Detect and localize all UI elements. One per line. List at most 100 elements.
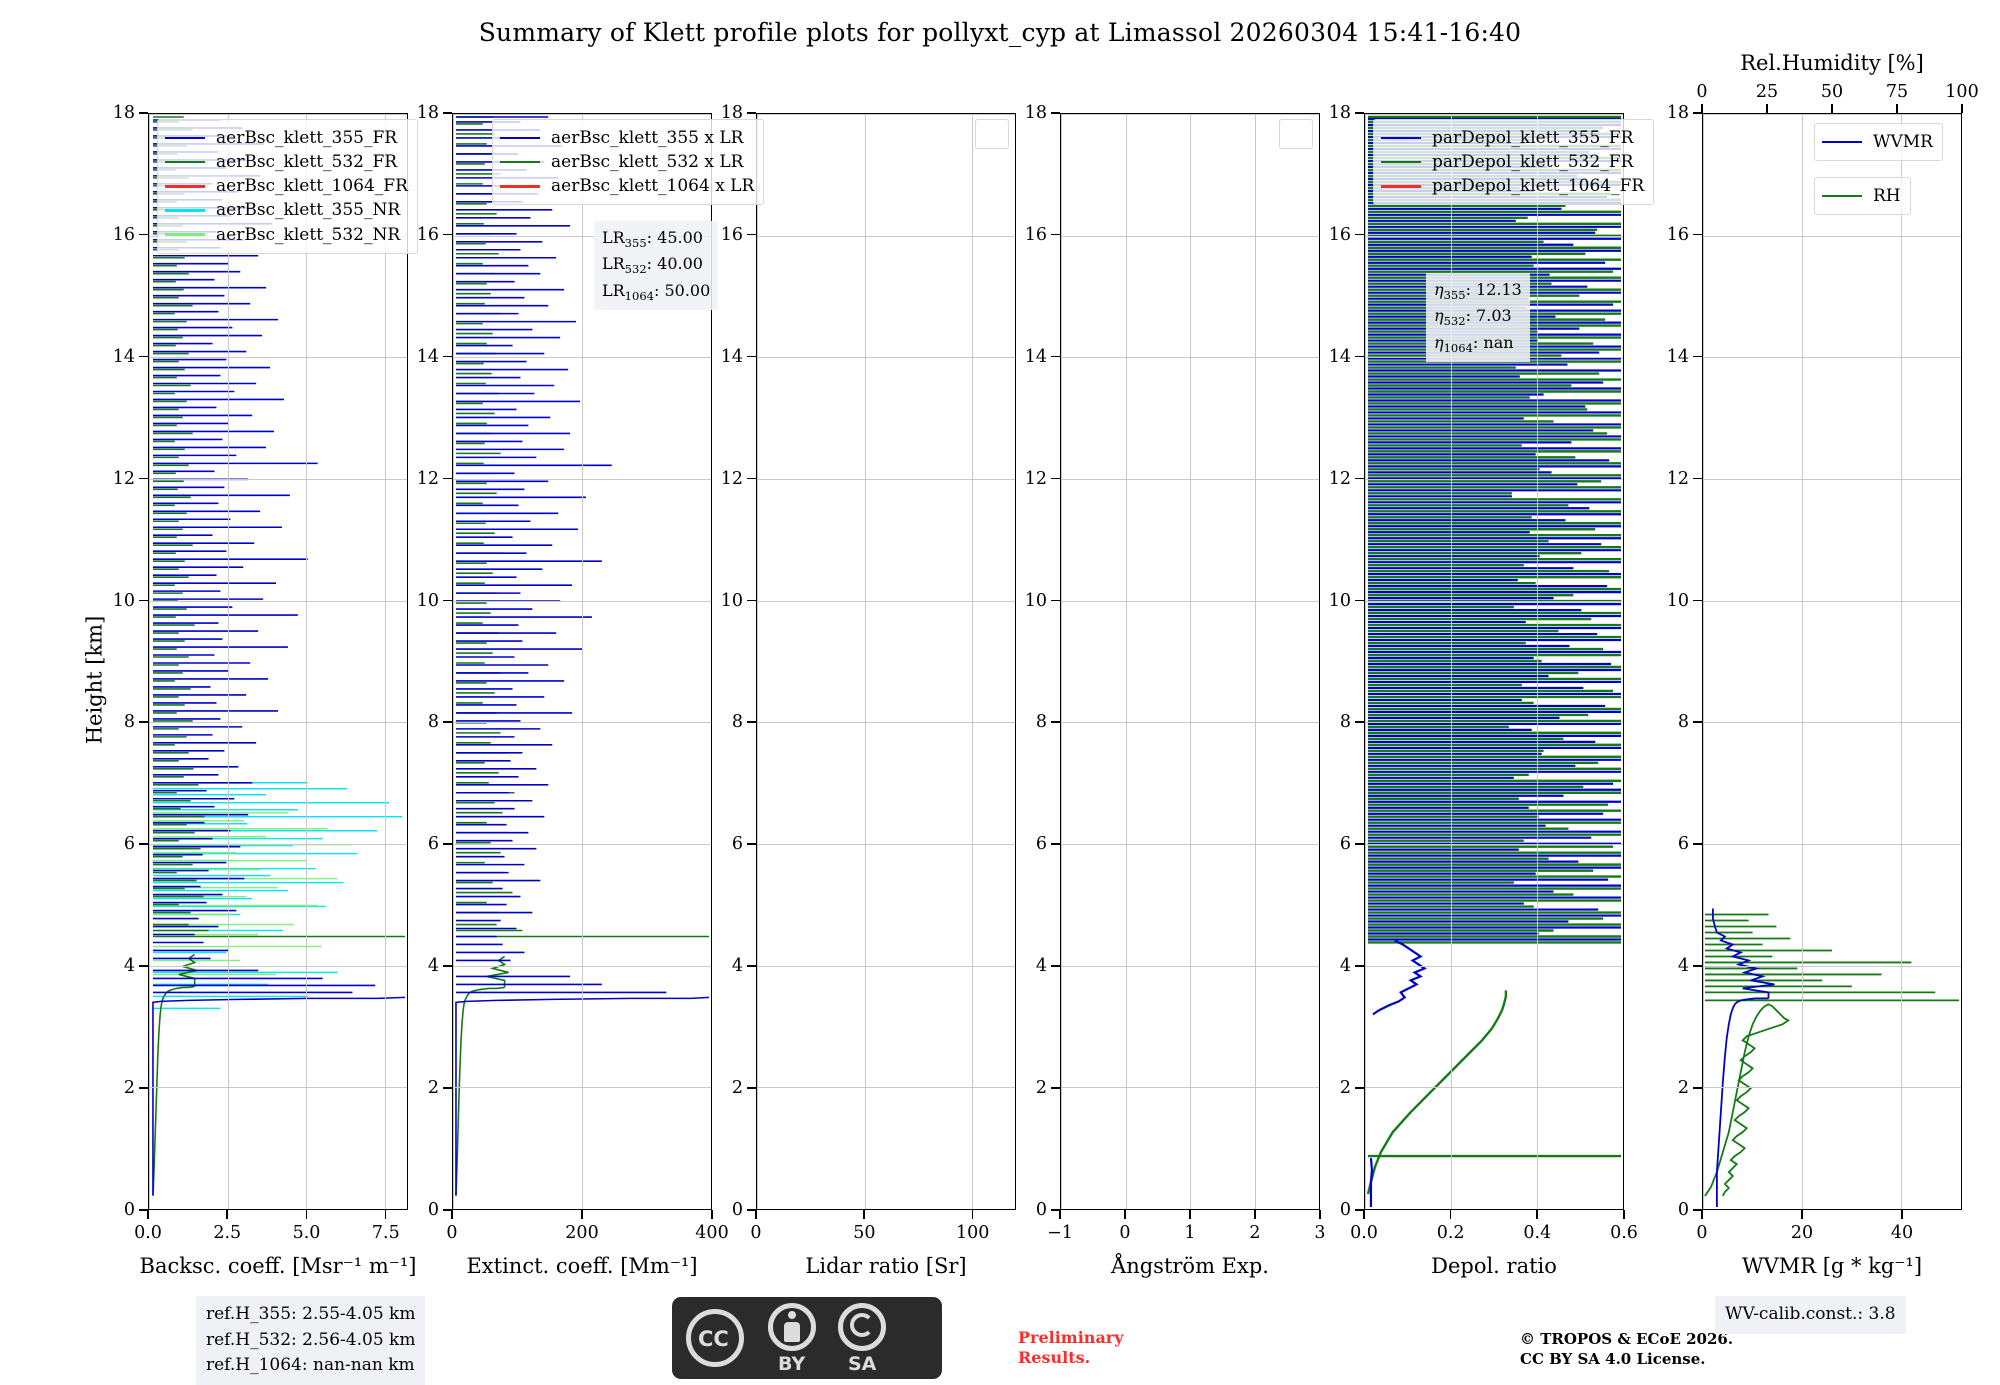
legend-color-swatch [500, 136, 540, 140]
sa-label: SA [848, 1353, 877, 1375]
legend-entry[interactable]: aerBsc_klett_1064_FR [165, 174, 408, 198]
gridline-vertical [1703, 114, 1704, 1209]
legend-label: RH [1873, 186, 1901, 206]
x-tick-mark [755, 1210, 757, 1219]
backscatter-traces [152, 116, 406, 1197]
legend-label: WVMR [1873, 132, 1933, 152]
cc-license-badge[interactable]: CC BY SA [672, 1297, 942, 1379]
legend-entry[interactable]: parDepol_klett_1064_FR [1381, 174, 1644, 198]
panel-wvmr: WVMR RH WVMR [g * kg⁻¹] Rel.Humidity [%]… [1667, 51, 1979, 1278]
gridline-horizontal [1365, 479, 1623, 480]
gridline-horizontal [1365, 600, 1623, 602]
top-x-tick-mark [1766, 104, 1768, 113]
y-tick-label: 4 [1035, 956, 1047, 977]
x-tick-label: 0 [1119, 1223, 1131, 1243]
gridline-vertical [757, 114, 758, 1209]
y-tick-mark [1355, 599, 1364, 602]
legend-angstrom[interactable] [1279, 119, 1313, 149]
x-axis-label-wvmr: WVMR [g * kg⁻¹] [1741, 1254, 1923, 1278]
x-tick-label: 100 [955, 1223, 990, 1243]
by-person-glyph [788, 1311, 796, 1319]
y-tick-mark [1051, 112, 1060, 114]
y-tick-label: 6 [1035, 834, 1047, 855]
y-tick-mark [139, 965, 148, 967]
y-tick-label: 8 [427, 712, 439, 733]
legend-color-swatch [165, 136, 205, 140]
legend-entry[interactable]: RH [1822, 184, 1901, 208]
gridline-horizontal [149, 965, 407, 967]
legend-entry[interactable]: WVMR [1822, 130, 1933, 154]
plot-area-extinction [452, 113, 712, 1210]
y-tick-mark [1693, 355, 1702, 358]
y-tick-mark [1693, 843, 1702, 845]
legend-backscatter[interactable]: aerBsc_klett_355_FR aerBsc_klett_532_FR ae… [157, 119, 418, 254]
y-tick-mark [1051, 1087, 1060, 1089]
y-tick-label: 14 [720, 346, 743, 367]
y-tick-label: 14 [1666, 346, 1689, 367]
y-tick-mark [1355, 721, 1364, 724]
legend-rh[interactable]: RH [1814, 177, 1911, 216]
gridline-horizontal [149, 1087, 407, 1089]
y-tick-label: 10 [1024, 590, 1047, 611]
by-person-body [784, 1322, 800, 1342]
y-tick-mark [139, 355, 148, 358]
legend-entry[interactable]: aerBsc_klett_355_NR [165, 198, 408, 222]
legend-lidar-ratio[interactable] [975, 119, 1009, 149]
x-tick-label: 400 [695, 1223, 729, 1243]
x-tick-mark [711, 1210, 713, 1219]
y-tick-mark [747, 843, 756, 845]
gridline-horizontal [1365, 1087, 1623, 1089]
y-tick-mark [747, 355, 756, 358]
y-tick-label: 0 [1035, 1200, 1047, 1220]
wvmr-traces [1704, 908, 1960, 1208]
gridline-horizontal [757, 114, 1015, 115]
x-tick-label: 0.0 [1350, 1223, 1378, 1243]
x-tick-label: 0 [446, 1223, 458, 1243]
eta-values-box: η355: 12.13 η532: 7.03 η1064: nan [1426, 273, 1530, 363]
y-tick-label: 8 [123, 712, 135, 733]
legend-entry[interactable]: aerBsc_klett_532 x LR [500, 150, 754, 174]
gridline-horizontal [757, 1209, 1015, 1210]
y-tick-label: 0 [427, 1200, 439, 1220]
y-tick-mark [1355, 965, 1364, 967]
y-tick-label: 4 [123, 956, 135, 977]
x-tick-mark [384, 1210, 387, 1219]
panel-extinction: aerBsc_klett_355 x LR aerBsc_klett_532 x … [417, 103, 765, 1278]
copyright-note: © TROPOS & ECoE 2026. CC BY SA 4.0 Licen… [1520, 1330, 1734, 1368]
x-axis-label-lidar-ratio: Lidar ratio [Sr] [805, 1254, 967, 1278]
y-tick-label: 10 [1328, 590, 1351, 611]
legend-entry[interactable]: aerBsc_klett_532_NR [165, 223, 408, 247]
gridline-horizontal [757, 235, 1015, 237]
y-tick-mark [443, 843, 452, 845]
legend-color-swatch [1822, 194, 1862, 198]
y-tick-mark [1693, 599, 1702, 602]
gridline-horizontal [1703, 479, 1961, 480]
legend-entry[interactable]: parDepol_klett_532_FR [1381, 150, 1644, 174]
legend-extinction[interactable]: aerBsc_klett_355 x LR aerBsc_klett_532 x … [492, 119, 765, 206]
gridline-horizontal [149, 114, 407, 115]
legend-entry[interactable]: parDepol_klett_355_FR [1381, 126, 1644, 150]
y-tick-label: 6 [731, 834, 743, 855]
legend-color-swatch [165, 185, 205, 188]
legend-label: aerBsc_klett_532_NR [216, 224, 401, 245]
plot-area-backscatter [148, 113, 408, 1210]
y-tick-mark [747, 965, 756, 967]
y-tick-label: 14 [112, 346, 135, 367]
legend-entry[interactable]: aerBsc_klett_1064 x LR [500, 174, 754, 198]
legend-entry[interactable]: aerBsc_klett_532_FR [165, 150, 408, 174]
legend-wvmr[interactable]: WVMR [1814, 123, 1943, 162]
x-tick-mark [1363, 1210, 1365, 1219]
x-axis-label-extinction: Extinct. coeff. [Mm⁻¹] [466, 1254, 698, 1278]
top-x-tick-mark [1961, 104, 1963, 113]
y-tick-mark [1693, 965, 1702, 967]
y-tick-mark [443, 1087, 452, 1089]
y-tick-label: 12 [1666, 468, 1689, 489]
legend-entry[interactable]: aerBsc_klett_355_FR [165, 126, 408, 150]
gridline-vertical [1451, 114, 1452, 1209]
y-tick-label: 10 [1666, 590, 1689, 611]
legend-entry[interactable]: aerBsc_klett_355 x LR [500, 126, 754, 150]
gridline-horizontal [1365, 1209, 1623, 1210]
y-tick-mark [1693, 1209, 1702, 1211]
legend-depolarization[interactable]: parDepol_klett_355_FR parDepol_klett_532_… [1373, 119, 1655, 206]
preliminary-results-note: Preliminary Results. [1018, 1328, 1124, 1367]
